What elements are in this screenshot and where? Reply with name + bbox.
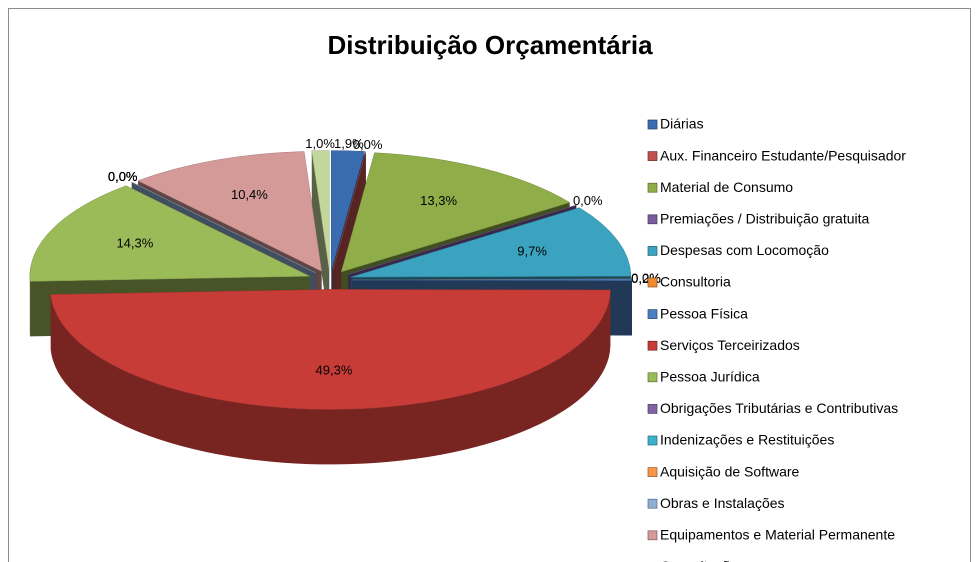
data-label: 0,0% [108,169,138,184]
slice [332,151,367,271]
slice-edge [332,151,366,326]
slice [350,207,632,278]
data-label: 0,0% [108,169,138,184]
slice [131,182,316,274]
legend-swatch [647,246,658,256]
data-label: 14,3% [116,235,153,250]
data-label: 49,3% [316,362,353,377]
pie: 1,9%0,0%13,3% 0,0%9,7%0,0%0,2%49,3%14,3%0… [29,136,661,465]
data-label: 0,0% [108,169,138,184]
slice [311,150,330,271]
legend-label: Premiações / Distribuição gratuita [660,211,870,227]
slice [50,289,611,410]
legend-label: Diárias [660,116,704,132]
slice [29,185,310,282]
legend-swatch [647,309,658,319]
legend-swatch [647,340,658,351]
data-label: 0,0% [108,169,138,184]
legend-label: Pessoa Física [660,305,748,321]
legend-swatch [647,435,658,446]
legend-label: Aux. Financeiro Estudante/Pesquisador [660,147,906,163]
slice [137,151,322,272]
legend-label: Equipamentos e Material Permanente [660,527,895,543]
data-label: 0,0% [573,193,603,208]
slice-side [50,289,611,465]
legend-swatch [647,467,658,477]
chart-title: Distribuição Orçamentária [327,30,653,60]
legend-swatch [647,151,658,161]
legend-label: Serviços Terceirizados [660,337,800,353]
legend-label: Capacitação [660,558,738,562]
legend-label: Obrigações Tributárias e Contributivas [660,400,898,416]
data-label: 13,3% [420,193,457,208]
legend-swatch [647,277,658,288]
slice-edge [311,150,330,326]
slice [340,152,571,273]
legend-swatch [647,119,658,130]
data-label: 0,0% [353,137,383,152]
legend-swatch [647,372,658,383]
slice [331,150,365,271]
legend-label: Despesas com Locomoção [660,242,829,258]
legend-label: Aquisição de Software [660,463,800,479]
data-label: 9,7% [517,243,547,258]
legend-label: Consultoria [660,274,731,290]
legend: Diárias Aux. Financeiro Estudante/Pesquis… [647,116,906,562]
legend-swatch [647,404,658,414]
slice [351,278,633,281]
legend-label: Pessoa Jurídica [660,369,760,385]
data-label: 1,0% [305,136,335,151]
legend-swatch [647,182,658,193]
legend-label: Obras e Instalações [660,495,785,511]
legend-swatch [647,214,658,225]
legend-label: Indenizações e Restituições [660,432,834,448]
legend-swatch [647,498,658,509]
data-label: 1,9% [334,136,364,151]
legend-label: Material de Consumo [660,179,793,195]
legend-swatch [647,530,658,541]
data-label: 10,4% [231,187,268,202]
